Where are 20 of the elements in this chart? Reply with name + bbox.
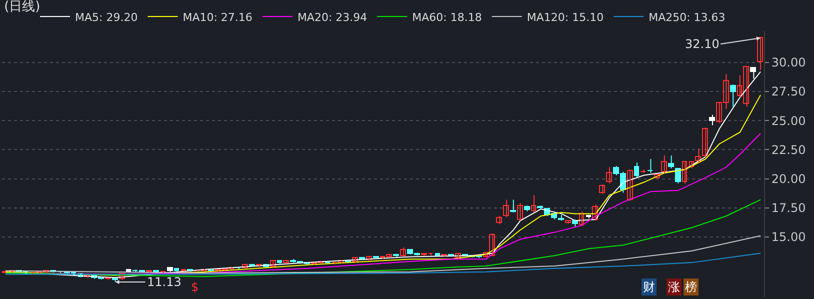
legend-label: MA60: 18.18 [412,10,482,24]
chart-title: (日线) [4,0,40,15]
y-tick-label: 22.50 [771,142,806,157]
annotation: 涨 [668,280,680,294]
y-tick-label: 15.00 [771,230,806,244]
legend-label: MA250: 13.63 [648,10,726,24]
annotation: 32.10 [685,37,720,51]
annotation: $ [191,280,199,294]
annotation: 榜 [685,280,697,294]
legend-label: MA20: 23.94 [297,10,368,24]
y-tick-label: 20.00 [771,172,806,186]
y-tick-label: 25.00 [771,114,806,128]
legend-label: MA10: 27.16 [182,10,252,24]
y-tick-label: 27.50 [771,84,806,99]
y-tick-label: 17.50 [771,201,806,216]
annotation: 11.13 [147,275,182,289]
legend-label: MA5: 29.20 [75,10,138,24]
y-tick-label: 30.00 [771,56,806,70]
legend-label: MA120: 15.10 [526,10,604,24]
annotation: 财 [643,280,655,294]
